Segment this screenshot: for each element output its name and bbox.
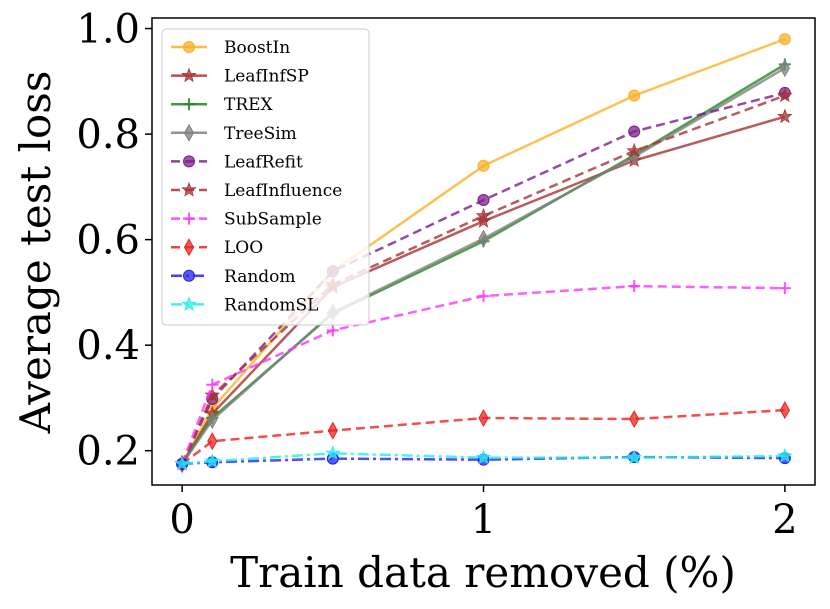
data-point-randomsl bbox=[777, 447, 793, 463]
data-point-leafrefit bbox=[477, 194, 490, 207]
legend-item-subsample: SubSample bbox=[171, 210, 322, 230]
legend-swatch-marker bbox=[183, 155, 195, 168]
data-point-treesim bbox=[779, 59, 790, 78]
legend-label: TreeSim bbox=[224, 124, 297, 144]
series-line-subsample bbox=[180, 284, 785, 465]
legend-swatch-marker bbox=[183, 212, 195, 225]
legend-swatch-marker bbox=[181, 296, 197, 312]
data-point-loo bbox=[779, 401, 790, 420]
legend-swatch-marker bbox=[181, 67, 197, 83]
data-point-boostin bbox=[477, 159, 490, 172]
series-line-leafinfsp bbox=[181, 115, 786, 465]
legend-item-trex: TREX bbox=[171, 95, 274, 115]
legend-label: LeafRefit bbox=[224, 152, 303, 172]
x-axis-title: Train data removed (%) bbox=[230, 548, 736, 597]
legend-item-leafinfluence: LeafInfluence bbox=[171, 181, 342, 201]
legend-label: BoostIn bbox=[224, 38, 290, 58]
x-tick-label: 2 bbox=[772, 497, 797, 543]
data-point-treesim bbox=[207, 411, 218, 430]
y-tick-label: 0.6 bbox=[76, 218, 140, 264]
data-point-randomsl bbox=[325, 445, 341, 460]
legend-item-treesim: TreeSim bbox=[171, 123, 297, 144]
legend-swatch-marker bbox=[183, 98, 195, 111]
data-point-subsample bbox=[326, 324, 339, 337]
data-point-leafinfluence bbox=[777, 87, 793, 103]
data-point-leafinfluence bbox=[204, 387, 220, 402]
legend-label: Random bbox=[224, 267, 296, 287]
legend-item-random: Random bbox=[171, 267, 296, 287]
data-point-subsample bbox=[206, 378, 219, 391]
data-point-randomsl bbox=[174, 455, 190, 471]
legend-label: RandomSL bbox=[224, 295, 318, 315]
legend-label: LeafInfSP bbox=[224, 67, 309, 87]
data-point-randomsl bbox=[475, 449, 492, 465]
legend-item-randomsl: RandomSL bbox=[171, 295, 318, 315]
data-point-loo bbox=[629, 410, 640, 429]
data-point-leafinfluence bbox=[475, 207, 492, 223]
legend-label: LOO bbox=[224, 238, 263, 258]
legend-swatch-marker bbox=[183, 41, 195, 53]
legend-item-loo: LOO bbox=[171, 238, 263, 258]
legend-label: TREX bbox=[224, 95, 274, 115]
data-point-subsample bbox=[778, 282, 791, 295]
legend-label: LeafInfluence bbox=[224, 181, 342, 201]
y-tick-label: 0.2 bbox=[76, 429, 140, 475]
data-point-loo bbox=[207, 432, 218, 451]
y-axis-title: Average test loss bbox=[11, 71, 60, 435]
legend-label: SubSample bbox=[224, 210, 322, 230]
series-randomsl bbox=[174, 445, 793, 471]
series-line-leafinfluence bbox=[180, 94, 786, 465]
series-line-randomsl bbox=[181, 452, 785, 466]
legend-item-leafrefit: LeafRefit bbox=[171, 152, 303, 172]
legend-item-boostin: BoostIn bbox=[171, 38, 290, 58]
legend-swatch-marker bbox=[181, 181, 197, 197]
legend-box bbox=[161, 28, 370, 326]
legend-swatch-marker bbox=[183, 269, 195, 282]
legend: BoostIn LeafInfSP TREX TreeSim LeafRefit Leaf… bbox=[161, 28, 370, 326]
x-tick-label: 1 bbox=[471, 497, 496, 543]
data-point-loo bbox=[327, 421, 338, 440]
y-tick-label: 0.8 bbox=[76, 112, 140, 158]
data-point-boostin bbox=[628, 89, 641, 102]
y-tick-label: 1.0 bbox=[76, 7, 140, 53]
legend-swatch-marker bbox=[183, 123, 195, 142]
data-point-loo bbox=[478, 408, 489, 428]
data-point-subsample bbox=[628, 280, 641, 293]
data-point-leafinfluence bbox=[626, 142, 642, 158]
y-axis: 0.2 0.4 0.6 0.8 1.0 bbox=[76, 7, 152, 475]
x-axis: 0 1 2 bbox=[169, 485, 798, 543]
data-point-boostin bbox=[778, 33, 791, 46]
data-point-subsample bbox=[477, 290, 490, 303]
series-line-loo bbox=[181, 408, 785, 465]
data-point-randomsl bbox=[204, 453, 220, 468]
data-point-treesim bbox=[478, 229, 489, 248]
data-point-leafinfsp bbox=[777, 108, 793, 124]
legend-swatch-marker bbox=[183, 238, 195, 257]
y-tick-label: 0.4 bbox=[76, 323, 140, 369]
data-point-leafrefit bbox=[628, 125, 641, 138]
legend-item-leafinfsp: LeafInfSP bbox=[171, 67, 309, 87]
data-point-randomsl bbox=[626, 449, 642, 465]
x-tick-label: 0 bbox=[169, 497, 194, 543]
